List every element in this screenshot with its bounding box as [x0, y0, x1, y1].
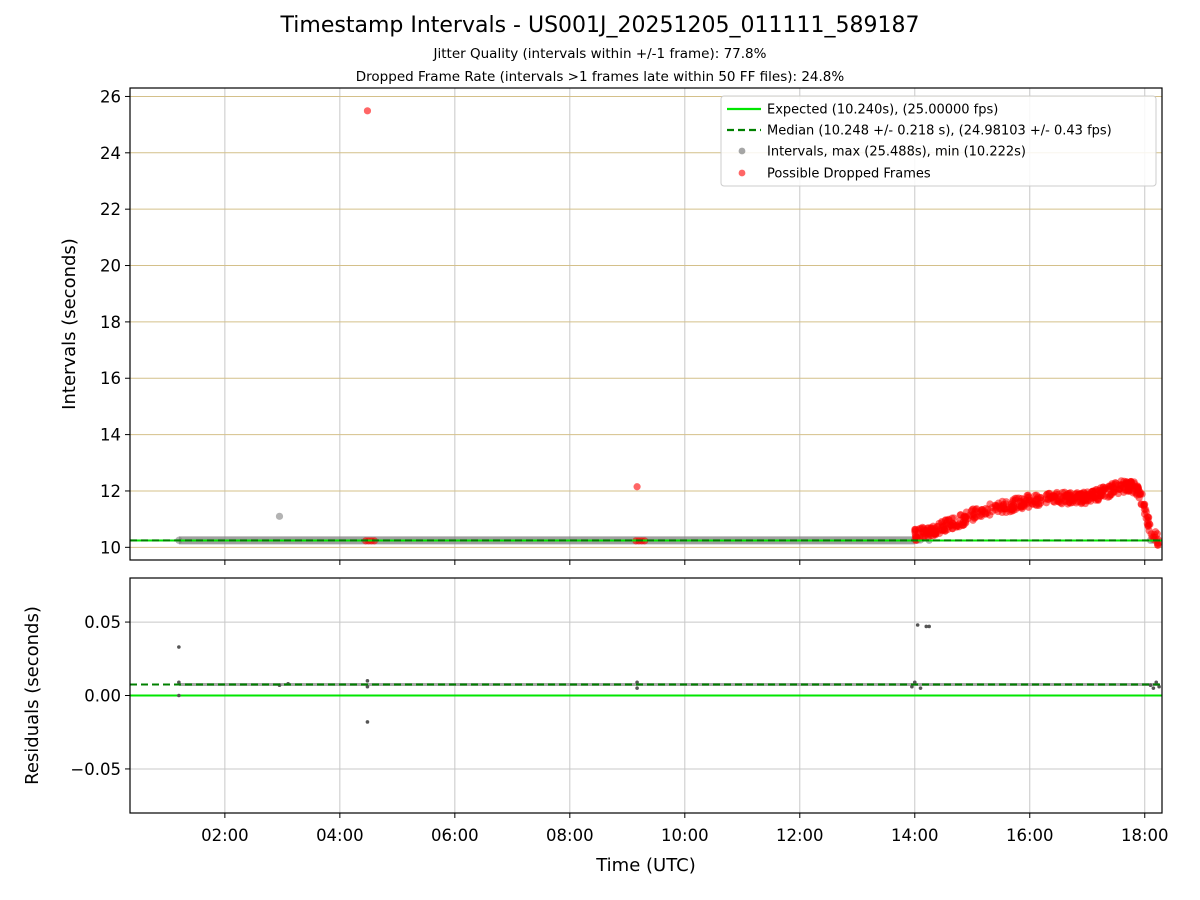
dropped-frame-point	[1036, 494, 1045, 502]
plot-frame	[129, 87, 1163, 561]
residual-point	[635, 686, 639, 690]
dropped-frame-point	[945, 516, 953, 524]
dropped-frame-point	[964, 515, 972, 523]
dropped-frame-point	[1023, 491, 1031, 500]
dropped-frame-point	[920, 524, 928, 532]
dropped-frame-point	[935, 527, 943, 535]
residual-point	[177, 645, 181, 649]
residual-point	[177, 680, 181, 685]
dropped-frame-point	[1142, 505, 1150, 514]
dropped-frame-point	[1124, 486, 1132, 494]
dropped-frame-point	[919, 529, 927, 538]
dropped-frame-point	[1092, 496, 1100, 504]
dropped-frame-point	[1082, 497, 1090, 505]
x-tick-label: 04:00	[316, 826, 364, 845]
dropped-frame-point	[1011, 494, 1019, 503]
y-tick-label: 14	[100, 426, 121, 445]
dropped-frame-point	[911, 528, 919, 536]
dropped-frame-point	[996, 503, 1004, 511]
residual-point	[912, 680, 917, 685]
dropped-frame-point	[1100, 486, 1108, 495]
x-tick-label: 02:00	[201, 826, 249, 845]
residual-point	[910, 684, 914, 689]
dropped-frame-point	[1009, 505, 1017, 513]
legend-intervals-swatch	[738, 147, 746, 155]
dropped-frame-point	[976, 508, 984, 516]
x-tick-label: 10:00	[661, 826, 709, 845]
residual-point	[365, 679, 370, 683]
dropped-frame-point	[1068, 497, 1076, 505]
residual-point	[635, 680, 639, 685]
dropped-frame-point	[1055, 498, 1063, 506]
dropped-frame-point	[1002, 508, 1010, 516]
dropped-frame-point	[928, 525, 936, 533]
dropped-frame-point	[1142, 514, 1150, 522]
residual-point	[915, 623, 920, 627]
y-tick-label: 22	[100, 200, 121, 219]
y-tick-label: 26	[100, 87, 121, 106]
dropped-frame-point	[1067, 491, 1075, 500]
dropped-frame-point	[967, 507, 975, 515]
interval-point	[275, 512, 284, 520]
legend-dropped-swatch	[738, 169, 746, 177]
residual-point	[177, 693, 181, 698]
residual-point	[1151, 686, 1156, 690]
y-tick-label: 0.05	[84, 613, 121, 632]
residual-point	[1154, 680, 1159, 685]
residual-point	[365, 684, 370, 689]
dropped-frame-point	[956, 511, 964, 519]
dropped-frame-point	[1123, 479, 1132, 487]
x-tick-label: 06:00	[431, 826, 479, 845]
dropped-frame-point	[1046, 492, 1054, 501]
y-tick-label: 12	[100, 482, 121, 501]
y-tick-label: 20	[100, 257, 121, 276]
x-tick-label: 12:00	[776, 826, 824, 845]
legend: Expected (10.240s), (25.00000 fps) Median…	[720, 95, 1157, 187]
legend-median-label: Median (10.248 +/- 0.218 s), (24.98103 +…	[767, 124, 1112, 139]
x-tick-label: 08:00	[546, 826, 594, 845]
dropped-frame-point	[363, 107, 372, 115]
dropped-frame-point	[1137, 500, 1145, 508]
residual-point	[1148, 683, 1153, 688]
legend-expected-label: Expected (10.240s), (25.00000 fps)	[767, 103, 998, 118]
x-tick-label: 16:00	[1006, 826, 1054, 845]
dropped-frame-point	[1143, 520, 1151, 528]
dropped-frame-point	[1042, 499, 1051, 507]
jitter-quality-subtitle: Jitter Quality (intervals within +/-1 fr…	[433, 46, 767, 62]
legend-intervals-label: Intervals, max (25.488s), min (10.222s)	[767, 145, 1026, 160]
y-tick-label: 10	[100, 538, 121, 557]
dropped-frame-point	[1104, 493, 1112, 501]
y-tick-label: 0.00	[84, 687, 121, 706]
dropped-frame-point	[988, 507, 996, 516]
dropped-frame-rate-subtitle: Dropped Frame Rate (intervals >1 frames …	[355, 69, 845, 85]
residual-point	[918, 686, 923, 690]
dropped-frame-point	[982, 504, 990, 513]
residual-point	[1157, 684, 1161, 689]
residual-point	[927, 624, 931, 629]
y-tick-label: −0.05	[70, 760, 121, 779]
chart-title: Timestamp Intervals - US001J_20251205_01…	[280, 13, 920, 38]
dropped-frame-point	[633, 483, 641, 491]
residual-point	[365, 720, 370, 724]
x-tick-label: 18:00	[1121, 826, 1169, 845]
y-tick-label: 24	[100, 144, 121, 163]
y-axis-label: Intervals (seconds)	[59, 238, 80, 410]
y-tick-label: 16	[100, 369, 121, 388]
dropped-frame-point	[1117, 481, 1125, 490]
dropped-frame-point	[1075, 490, 1083, 498]
dropped-frame-point	[956, 516, 964, 525]
dropped-frame-point	[1154, 541, 1162, 549]
residual-point	[924, 624, 929, 629]
legend-box	[720, 95, 1157, 187]
y-axis-label: Residuals (seconds)	[22, 606, 43, 785]
y-tick-label: 18	[100, 313, 121, 332]
residuals-plot: −0.05 0.00 0.05 02:00 04:00 06:00 08:00 10:00 12…	[22, 577, 1169, 876]
legend-dropped-label: Possible Dropped Frames	[767, 167, 931, 182]
dropped-frame-point	[1134, 483, 1142, 491]
x-axis-label: Time (UTC)	[595, 855, 696, 876]
x-tick-label: 14:00	[891, 826, 939, 845]
dropped-frame-point	[1111, 479, 1119, 487]
dropped-frame-point	[1056, 492, 1064, 500]
